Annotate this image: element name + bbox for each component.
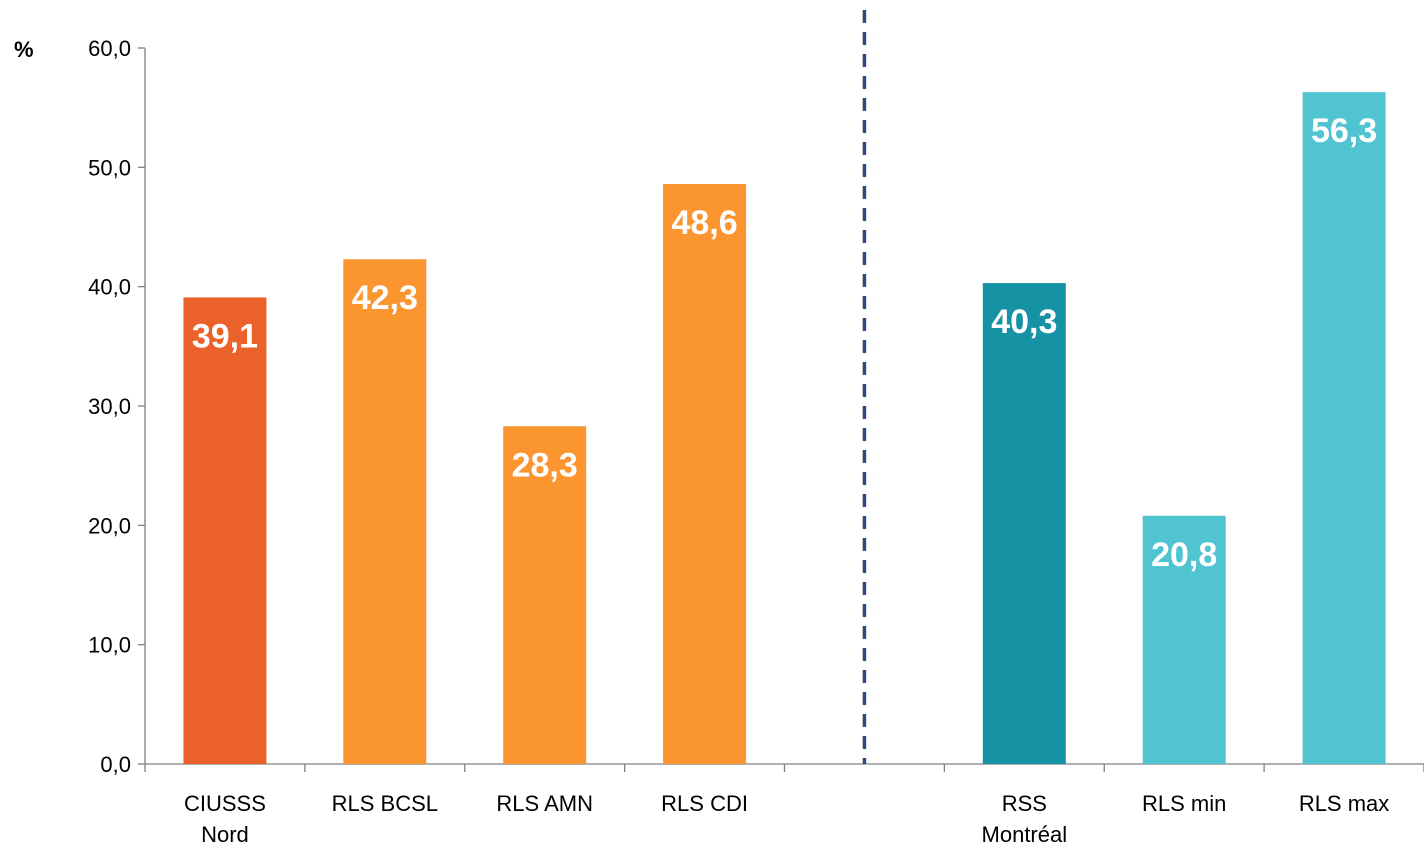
bar-value-label: 20,8 [1151, 536, 1217, 574]
y-axis: 0,0 10,0 20,0 30,0 40,0 50,0 60,0 [88, 36, 146, 777]
x-category-label: CIUSSS Nord [184, 791, 266, 847]
bar-value-label: 28,3 [512, 446, 578, 484]
bar-value-label: 42,3 [352, 279, 418, 317]
bar [343, 259, 427, 764]
bar [1302, 92, 1386, 765]
y-tick-label: 10,0 [88, 633, 131, 658]
bar [663, 184, 747, 765]
bar [503, 426, 587, 764]
bar [982, 283, 1066, 764]
bar-value-label: 39,1 [192, 317, 258, 355]
y-tick-label: 20,0 [88, 513, 131, 538]
y-unit-label: % [14, 37, 34, 62]
x-category-label: RLS BCSL [332, 791, 438, 816]
x-category-label: RLS AMN [496, 791, 593, 816]
bar-value-label: 56,3 [1311, 112, 1377, 150]
y-tick-label: 30,0 [88, 394, 131, 419]
x-category-label: RSS Montréal [982, 791, 1068, 847]
x-axis: CIUSSS Nord RLS BCSL RLS AMN RLS CDI RSS Montr… [144, 763, 1424, 847]
y-tick-label: 50,0 [88, 155, 131, 180]
x-category-label: RLS min [1142, 791, 1226, 816]
x-category-label: RLS CDI [661, 791, 748, 816]
y-tick-label: 60,0 [88, 36, 131, 61]
bar-value-label: 48,6 [671, 204, 737, 242]
x-category-label: RLS max [1299, 791, 1389, 816]
bar [183, 297, 267, 764]
y-tick-label: 40,0 [88, 275, 131, 300]
bar-value-label: 40,3 [991, 303, 1057, 341]
y-tick-label: 0,0 [100, 752, 131, 777]
bars: 39,1 42,3 28,3 48,6 40,3 20,8 56,3 [183, 92, 1386, 765]
bar [1142, 515, 1226, 764]
